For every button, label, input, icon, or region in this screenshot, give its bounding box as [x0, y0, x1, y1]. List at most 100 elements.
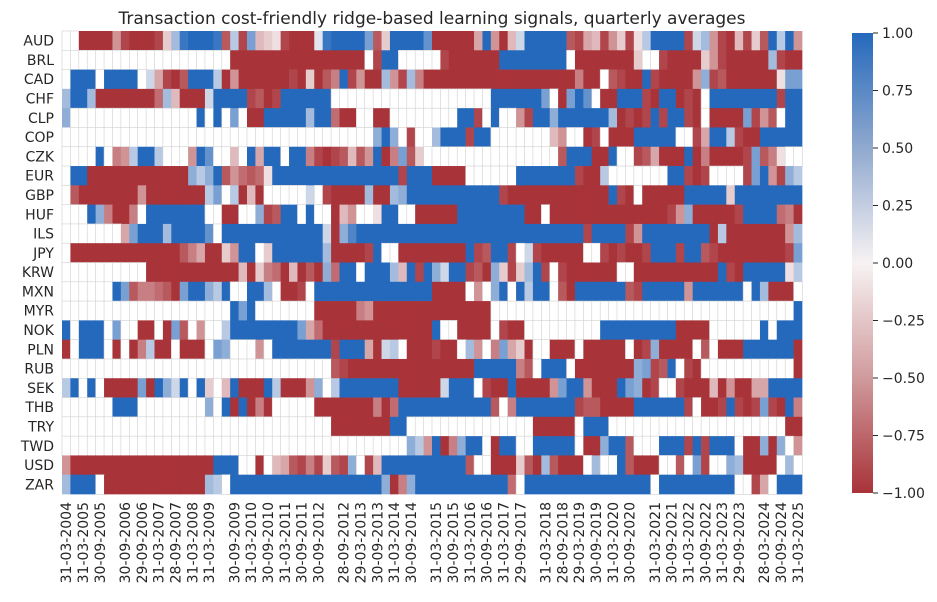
heatmap-cell	[246, 435, 257, 457]
heatmap-cell	[314, 31, 324, 51]
heatmap-cell	[684, 108, 694, 128]
heatmap-cell	[229, 435, 240, 457]
heatmap-cell	[271, 358, 282, 379]
heatmap-cell	[247, 166, 256, 186]
heatmap-cell	[726, 31, 736, 51]
y-tick-label: SEK	[27, 381, 55, 397]
heatmap-cell	[288, 185, 299, 206]
heatmap-cell	[221, 166, 231, 186]
heatmap-cell	[600, 416, 609, 437]
heatmap-cell	[499, 31, 509, 51]
heatmap-cell	[675, 300, 685, 322]
heatmap-cell	[667, 108, 677, 128]
heatmap-cell	[726, 474, 736, 495]
heatmap-cell	[373, 320, 382, 341]
heatmap-cell	[280, 31, 290, 51]
heatmap-cell	[692, 204, 702, 225]
heatmap-cell	[482, 397, 492, 418]
heatmap-cell	[204, 281, 214, 302]
heatmap-cell	[549, 88, 559, 109]
heatmap-cell	[591, 146, 601, 167]
heatmap-cell	[104, 31, 113, 51]
heatmap-cell	[709, 474, 719, 495]
heatmap-cell	[213, 358, 223, 379]
heatmap-cell	[87, 69, 96, 90]
heatmap-cell	[465, 165, 475, 186]
heatmap-cell	[297, 378, 307, 398]
heatmap-cell	[776, 69, 786, 90]
heatmap-cell	[456, 146, 467, 167]
heatmap-cell	[95, 435, 105, 457]
heatmap-cell	[104, 378, 113, 398]
heatmap-cell	[104, 455, 113, 476]
heatmap-cell	[759, 146, 769, 167]
heatmap-cell	[448, 243, 458, 263]
heatmap-cell	[498, 416, 509, 437]
heatmap-cell	[347, 358, 357, 379]
heatmap-cell	[289, 88, 298, 109]
heatmap-cell	[187, 435, 198, 457]
heatmap-cell	[549, 185, 559, 205]
heatmap-cell	[356, 262, 366, 283]
heatmap-cell	[423, 436, 433, 456]
heatmap-cell	[608, 281, 618, 302]
heatmap-cell	[726, 397, 736, 418]
heatmap-cell	[583, 416, 593, 437]
heatmap-cell	[162, 339, 172, 360]
heatmap-cell	[364, 301, 374, 321]
heatmap-cell	[305, 31, 315, 51]
heatmap-cell	[566, 300, 576, 322]
heatmap-cell	[457, 320, 466, 341]
heatmap-cell	[650, 243, 660, 263]
heatmap-cell	[759, 416, 770, 437]
heatmap-cell	[734, 165, 744, 186]
heatmap-cell	[709, 69, 719, 90]
heatmap-cell	[389, 31, 399, 51]
heatmap-cell	[137, 300, 147, 322]
heatmap-cell	[474, 281, 483, 302]
heatmap-cell	[263, 435, 273, 457]
heatmap-cell	[204, 339, 215, 360]
heatmap-cell	[61, 242, 72, 264]
heatmap-cell	[120, 146, 130, 167]
heatmap-cell	[465, 262, 475, 283]
heatmap-cell	[549, 455, 559, 476]
colorbar-tick-label: −0.50	[882, 371, 925, 387]
heatmap-cell	[448, 397, 458, 418]
heatmap-cell	[406, 69, 416, 90]
heatmap-cell	[625, 185, 635, 205]
heatmap-cell	[701, 397, 710, 418]
heatmap-cell	[263, 262, 273, 283]
heatmap-cell	[448, 223, 458, 244]
heatmap-cell	[289, 146, 298, 167]
heatmap-cell	[692, 378, 702, 398]
heatmap-cell	[162, 474, 172, 495]
heatmap-cell	[322, 339, 332, 360]
heatmap-cell	[230, 185, 239, 205]
heatmap-cell	[322, 223, 332, 244]
heatmap-cell	[785, 223, 794, 244]
heatmap-cell	[305, 127, 315, 148]
heatmap-cell	[423, 107, 433, 129]
heatmap-cell	[541, 281, 551, 302]
heatmap-cell	[272, 108, 281, 128]
heatmap-cell	[381, 474, 391, 495]
heatmap-cell	[255, 474, 265, 495]
heatmap-cell	[112, 455, 122, 476]
heatmap-cell	[692, 88, 702, 109]
heatmap-cell	[230, 320, 239, 341]
heatmap-cell	[62, 320, 71, 341]
heatmap-cell	[196, 397, 206, 418]
heatmap-cell	[726, 223, 736, 244]
heatmap-cell	[423, 204, 433, 225]
heatmap-cell	[617, 397, 626, 418]
heatmap-cell	[683, 455, 694, 476]
heatmap-cell	[625, 50, 635, 70]
heatmap-cell	[743, 88, 752, 109]
heatmap-cell	[356, 378, 366, 398]
heatmap-cell	[650, 397, 660, 418]
heatmap-cell	[440, 185, 450, 205]
heatmap-cell	[566, 436, 576, 456]
x-tick-label: 30-09-2010	[261, 502, 277, 583]
heatmap-cell	[87, 320, 96, 341]
